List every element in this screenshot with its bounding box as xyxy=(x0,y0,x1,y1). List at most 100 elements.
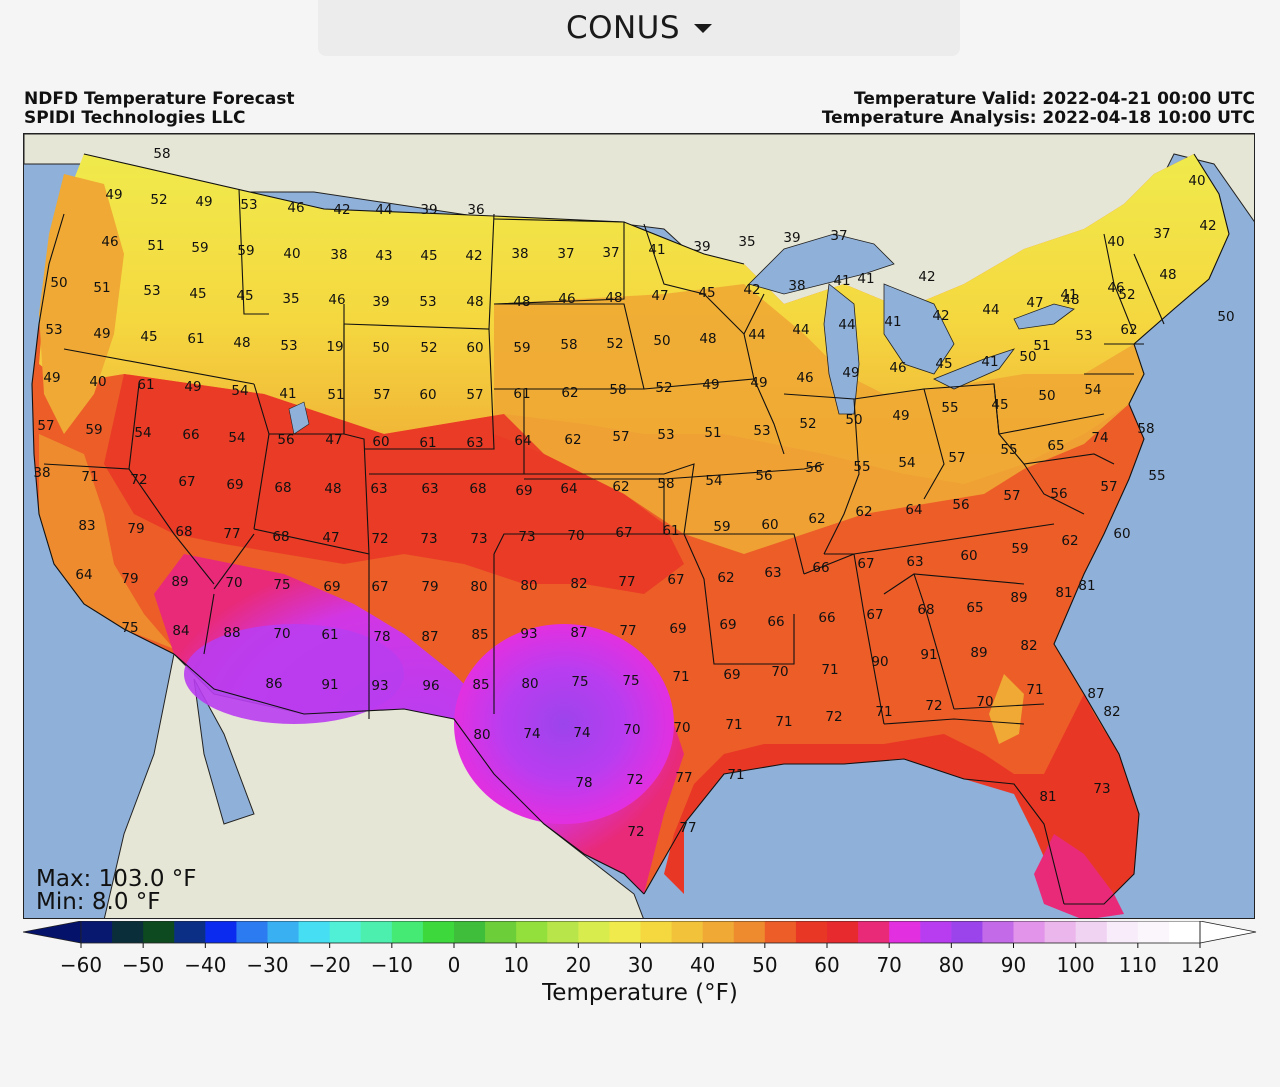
colorbar-swatch xyxy=(329,921,362,943)
map-credit: SPIDI Technologies LLC xyxy=(24,108,246,128)
temperature-label: 75 xyxy=(571,674,588,690)
temperature-label: 71 xyxy=(725,717,742,733)
temperature-label: 53 xyxy=(419,294,436,310)
colorbar-swatch xyxy=(236,921,269,943)
temperature-label: 47 xyxy=(325,432,342,448)
temperature-label: 82 xyxy=(1103,704,1120,720)
colorbar-swatch xyxy=(733,921,766,943)
temperature-label: 55 xyxy=(1000,442,1017,458)
temperature-label: 58 xyxy=(1137,421,1154,437)
temperature-label: 52 xyxy=(1118,287,1135,303)
colorbar-tick-label: 120 xyxy=(1181,953,1219,977)
temperature-label: 61 xyxy=(513,386,530,402)
temperature-label: 56 xyxy=(755,468,772,484)
temperature-label: 70 xyxy=(567,528,584,544)
temperature-label: 59 xyxy=(1011,541,1028,557)
temperature-label: 49 xyxy=(702,377,719,393)
temperature-label: 75 xyxy=(121,620,138,636)
colorbar-tick-label: −20 xyxy=(309,953,351,977)
temperature-label: 36 xyxy=(467,202,484,218)
colorbar-tick-label: 40 xyxy=(690,953,715,977)
colorbar-swatch xyxy=(951,921,984,943)
temperature-map[interactable]: 58 49 52 49 53 46 42 44 39 36 46 51 59 59 40 38 43 45 42 38… xyxy=(23,133,1255,919)
colorbar-tick-label: 70 xyxy=(876,953,901,977)
temperature-label: 53 xyxy=(657,427,674,443)
temperature-label: 77 xyxy=(619,623,636,639)
temperature-label: 68 xyxy=(917,602,934,618)
colorbar-swatch xyxy=(1137,921,1170,943)
colorbar-swatch xyxy=(609,921,642,943)
state-boundaries xyxy=(43,188,1165,725)
colorbar-swatch xyxy=(422,921,455,943)
temperature-colorbar: −60 −50 −40 −30 −20 −10 0 10 20 30 40 50 60 70 80 90 100… xyxy=(23,921,1257,977)
temperature-label: 74 xyxy=(1091,430,1108,446)
colorbar-tick-label: 30 xyxy=(628,953,653,977)
temperature-label: 48 xyxy=(233,335,250,351)
temperature-label: 64 xyxy=(514,433,531,449)
temperature-label: 35 xyxy=(738,234,755,250)
colorbar-swatch xyxy=(547,921,579,943)
temperature-label: 80 xyxy=(520,578,537,594)
temperature-label: 81 xyxy=(1078,578,1095,594)
temperature-label: 89 xyxy=(970,645,987,661)
temperature-label: 79 xyxy=(121,571,138,587)
colorbar-tick-label: −40 xyxy=(184,953,226,977)
temperature-label: 73 xyxy=(470,531,487,547)
temperature-label: 74 xyxy=(573,725,590,741)
map-title: NDFD Temperature Forecast xyxy=(24,89,295,109)
temperature-label: 60 xyxy=(1113,526,1130,542)
colorbar-tick-label: 100 xyxy=(1057,953,1095,977)
temperature-label: 39 xyxy=(783,230,800,246)
min-value: Min: 8.0 °F xyxy=(36,889,161,915)
temperature-label: 48 xyxy=(1159,267,1176,283)
colorbar-title: Temperature (°F) xyxy=(542,980,738,1006)
temperature-label: 40 xyxy=(1188,173,1205,189)
colorbar-over-extension xyxy=(1199,921,1257,944)
colorbar-tick-label: 90 xyxy=(1001,953,1026,977)
temperature-label: 73 xyxy=(518,529,535,545)
temperature-label: 50 xyxy=(1038,388,1055,404)
temperature-label: 71 xyxy=(775,714,792,730)
map-title-block: NDFD Temperature Forecast SPIDI Technolo… xyxy=(24,90,295,128)
temperature-label: 57 xyxy=(1100,479,1117,495)
temperature-label: 60 xyxy=(419,387,436,403)
gulf-warm-water xyxy=(664,694,1139,904)
region-dropdown[interactable]: CONUS xyxy=(318,0,960,56)
california-coast xyxy=(39,434,174,649)
temperature-label: 85 xyxy=(471,627,488,643)
max-value: Max: 103.0 °F xyxy=(36,866,197,892)
temperature-label: 54 xyxy=(1084,382,1101,398)
temperature-label: 71 xyxy=(727,767,744,783)
temperature-label: 66 xyxy=(767,614,784,630)
temperature-label: 54 xyxy=(231,383,248,399)
temperature-label: 80 xyxy=(473,727,490,743)
colorbar-swatch xyxy=(112,921,144,943)
colorbar-tick-label: 0 xyxy=(448,953,461,977)
temperature-label: 63 xyxy=(421,481,438,497)
temperature-label: 67 xyxy=(866,607,883,623)
chevron-down-icon xyxy=(694,23,713,33)
colorbar-tick-label: −50 xyxy=(122,953,164,977)
temperature-label: 85 xyxy=(472,677,489,693)
temperature-label: 49 xyxy=(195,194,212,210)
temperature-label: 47 xyxy=(322,530,339,546)
temperature-label: 46 xyxy=(101,234,118,250)
colorbar-swatch xyxy=(858,921,890,943)
temperature-label: 72 xyxy=(626,772,643,788)
lake-michigan xyxy=(823,283,860,415)
temperature-label: 56 xyxy=(805,460,822,476)
temperature-label: 77 xyxy=(618,574,635,590)
temperature-label: 59 xyxy=(237,243,254,259)
analysis-time: Temperature Analysis: 2022-04-18 10:00 U… xyxy=(821,108,1255,128)
temperature-label: 72 xyxy=(925,698,942,714)
temperature-label: 60 xyxy=(761,517,778,533)
temperature-label: 62 xyxy=(1120,322,1137,338)
temperature-label: 47 xyxy=(651,288,668,304)
colorbar-swatch xyxy=(205,921,238,943)
colorbar-swatch xyxy=(920,921,952,943)
temperature-label: 69 xyxy=(226,477,243,493)
temperature-map-svg: 58 49 52 49 53 46 42 44 39 36 46 51 59 59 40 38 43 45 42 38… xyxy=(24,134,1254,918)
temperature-label: 41 xyxy=(833,273,850,289)
temperature-label: 51 xyxy=(327,387,344,403)
temperature-label: 42 xyxy=(918,269,935,285)
